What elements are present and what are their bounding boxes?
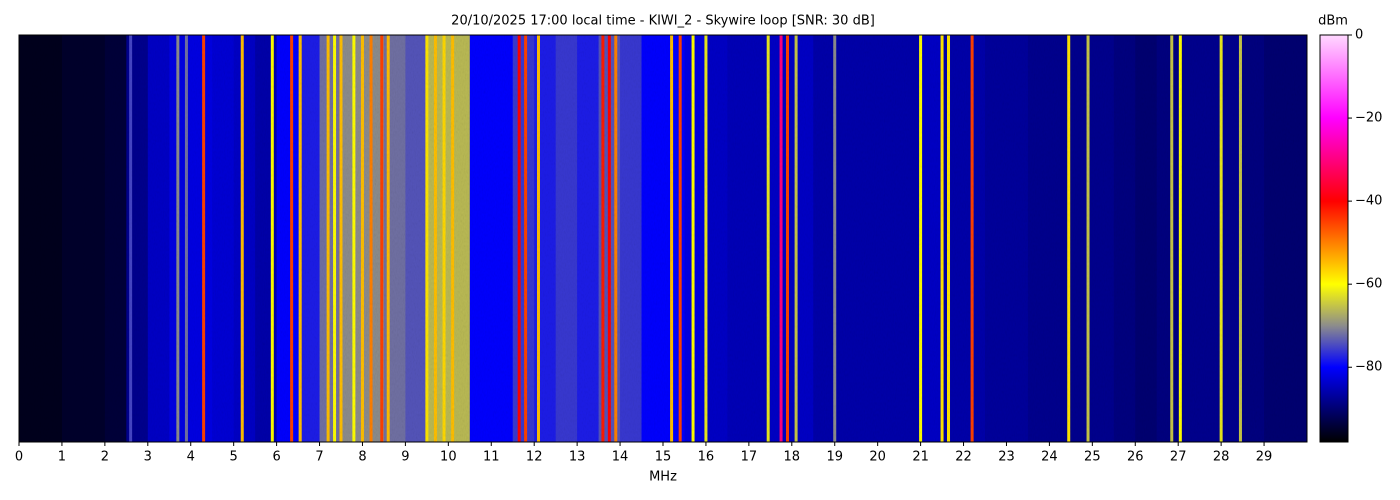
x-tick-label: 3 (144, 450, 152, 465)
x-tick-label: 4 (187, 450, 195, 465)
x-tick-label: 5 (230, 450, 238, 465)
x-tick-label: 22 (955, 450, 972, 465)
colorbar-tick-label: 0 (1355, 28, 1363, 43)
x-tick-label: 27 (1170, 450, 1187, 465)
x-axis-label: MHz (649, 470, 677, 485)
x-tick-label: 24 (1041, 450, 1058, 465)
x-tick-label: 20 (869, 450, 886, 465)
x-tick-label: 7 (315, 450, 323, 465)
x-tick-label: 26 (1127, 450, 1144, 465)
x-tick-label: 15 (655, 450, 672, 465)
x-tick-label: 14 (612, 450, 629, 465)
noise-texture (19, 35, 1307, 442)
x-tick-label: 6 (272, 450, 280, 465)
x-tick-label: 10 (440, 450, 457, 465)
x-tick-label: 8 (358, 450, 366, 465)
x-tick-label: 1 (58, 450, 66, 465)
x-tick-label: 19 (826, 450, 843, 465)
x-tick-label: 2 (101, 450, 109, 465)
x-tick-label: 25 (1084, 450, 1101, 465)
chart-title: 20/10/2025 17:00 local time - KIWI_2 - S… (451, 14, 875, 29)
colorbar-tick-label: −80 (1355, 360, 1382, 375)
x-tick-label: 9 (401, 450, 409, 465)
colorbar (1319, 34, 1349, 443)
x-tick-label: 0 (15, 450, 23, 465)
colorbar-tick-label: −40 (1355, 194, 1382, 209)
x-tick-label: 16 (698, 450, 715, 465)
x-tick-label: 11 (483, 450, 500, 465)
colorbar-label: dBm (1318, 14, 1348, 29)
colorbar-tick-label: −20 (1355, 111, 1382, 126)
colorbar-tick-label: −60 (1355, 277, 1382, 292)
x-tick-label: 18 (784, 450, 801, 465)
x-tick-label: 12 (526, 450, 543, 465)
x-tick-label: 17 (741, 450, 758, 465)
x-tick-label: 28 (1213, 450, 1230, 465)
x-tick-label: 29 (1256, 450, 1273, 465)
x-tick-label: 23 (998, 450, 1015, 465)
x-tick-label: 13 (569, 450, 586, 465)
x-tick-label: 21 (912, 450, 929, 465)
